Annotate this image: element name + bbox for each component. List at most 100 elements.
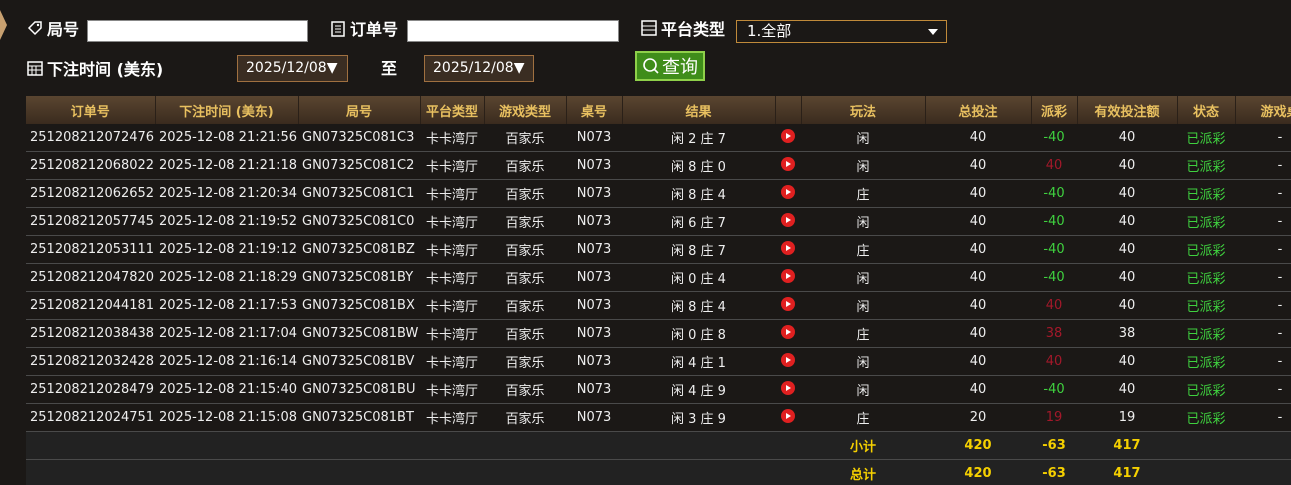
table-cell: 2025-12-08 21:19:12 — [155, 235, 298, 264]
column-header-icon — [775, 96, 802, 124]
side-tab — [0, 10, 7, 40]
table-cell: 40 — [925, 263, 1031, 292]
table-cell: 40 — [925, 124, 1031, 152]
table-cell: 40 — [925, 347, 1031, 376]
subtotal-total-bet: 420 — [925, 431, 1031, 460]
table-cell: N073 — [566, 375, 622, 404]
date-to[interactable]: 2025/12/08▼ — [424, 55, 534, 82]
table-cell: 闲 — [801, 207, 925, 236]
empty-cell — [26, 431, 155, 460]
table-row: 251208212047820 2025-12-08 21:18:29 GN0732… — [26, 263, 1291, 292]
table-cell: 2025-12-08 21:18:29 — [155, 263, 298, 292]
table-cell: 闲 — [801, 124, 925, 152]
table-cell: 2025-12-08 21:21:56 — [155, 124, 298, 152]
column-header: 平台类型 — [420, 96, 485, 124]
empty-cell — [775, 459, 801, 485]
table-cell: 40 — [1077, 347, 1177, 376]
play-icon[interactable] — [781, 128, 795, 143]
column-header: 游戏桌 — [1235, 96, 1291, 124]
table-cell: 40 — [1077, 179, 1177, 208]
table-cell: 40 — [1077, 235, 1177, 264]
video-cell — [775, 263, 801, 292]
column-header: 游戏类型 — [484, 96, 567, 124]
subtotal-label: 小计 — [801, 431, 925, 460]
play-icon[interactable] — [781, 240, 795, 255]
play-icon[interactable] — [781, 212, 795, 227]
play-icon[interactable] — [781, 352, 795, 367]
table-cell: 40 — [925, 207, 1031, 236]
subtotal-row: 小计 420 -63 417 — [26, 431, 1291, 460]
table-cell: 2025-12-08 21:17:04 — [155, 319, 298, 348]
table-cell: 251208212068022 — [26, 151, 155, 180]
query-button[interactable]: 查询 — [635, 51, 705, 81]
table-cell: 40 — [925, 375, 1031, 404]
empty-cell — [484, 431, 566, 460]
table-cell: GN07325C081BW — [298, 319, 420, 348]
table-cell: - — [1235, 291, 1291, 320]
table-cell: N073 — [566, 235, 622, 264]
platform-value: 1.全部 — [747, 22, 792, 40]
play-icon[interactable] — [781, 184, 795, 199]
table-cell: 闲 — [801, 375, 925, 404]
table-cell: GN07325C081BX — [298, 291, 420, 320]
play-icon[interactable] — [781, 324, 795, 339]
round-label-wrap: 局号 — [26, 16, 79, 40]
table-cell: - — [1235, 235, 1291, 264]
empty-cell — [155, 431, 298, 460]
table-cell: 251208212057745 — [26, 207, 155, 236]
table-cell: 闲 0 庄 8 — [622, 319, 775, 348]
table-row: 251208212024751 2025-12-08 21:15:08 GN0732… — [26, 403, 1291, 432]
table-cell: - — [1235, 347, 1291, 376]
table-cell: 251208212032428 — [26, 347, 155, 376]
table-cell: N073 — [566, 403, 622, 432]
table-cell: 已派彩 — [1177, 347, 1235, 376]
table-cell: - — [1235, 319, 1291, 348]
play-icon[interactable] — [781, 156, 795, 171]
table-cell: 已派彩 — [1177, 263, 1235, 292]
empty-cell — [155, 459, 298, 485]
table-cell: 百家乐 — [484, 319, 566, 348]
table-cell: 251208212044181 — [26, 291, 155, 320]
table-cell: 40 — [1077, 124, 1177, 152]
list-icon — [641, 20, 657, 36]
table-cell: 庄 — [801, 235, 925, 264]
table-cell: - — [1235, 375, 1291, 404]
to-label: 至 — [381, 59, 398, 78]
date-from-text: 2025/12/08▼ — [246, 60, 338, 76]
table-cell: N073 — [566, 124, 622, 152]
table-cell: N073 — [566, 319, 622, 348]
play-icon[interactable] — [781, 380, 795, 395]
play-icon[interactable] — [781, 296, 795, 311]
table-cell: -40 — [1031, 235, 1077, 264]
time-label: 下注时间 (美东) — [47, 60, 164, 79]
platform-select[interactable]: 1.全部 — [736, 20, 947, 43]
table-cell: 卡卡湾厅 — [420, 319, 484, 348]
table-cell: N073 — [566, 179, 622, 208]
table-cell: 闲 3 庄 9 — [622, 403, 775, 432]
play-icon[interactable] — [781, 268, 795, 283]
order-input[interactable] — [407, 20, 619, 42]
date-from[interactable]: 2025/12/08▼ — [237, 55, 348, 82]
video-cell — [775, 207, 801, 236]
empty-cell — [298, 431, 420, 460]
table-cell: 19 — [1077, 403, 1177, 432]
table-cell: 卡卡湾厅 — [420, 263, 484, 292]
table-cell: 40 — [1031, 347, 1077, 376]
empty-cell — [484, 459, 566, 485]
table-cell: 闲 — [801, 151, 925, 180]
video-cell — [775, 179, 801, 208]
table-cell: 卡卡湾厅 — [420, 235, 484, 264]
table-cell: 40 — [1077, 263, 1177, 292]
table-cell: 已派彩 — [1177, 319, 1235, 348]
table-cell: 2025-12-08 21:15:08 — [155, 403, 298, 432]
round-input[interactable] — [87, 20, 308, 42]
table-cell: 40 — [1077, 291, 1177, 320]
play-icon[interactable] — [781, 408, 795, 423]
table-cell: 40 — [925, 179, 1031, 208]
table-cell: 闲 4 庄 1 — [622, 347, 775, 376]
table-cell: - — [1235, 207, 1291, 236]
table-cell: 闲 — [801, 263, 925, 292]
table-cell: - — [1235, 151, 1291, 180]
table-cell: -40 — [1031, 124, 1077, 152]
table-cell: 251208212062652 — [26, 179, 155, 208]
